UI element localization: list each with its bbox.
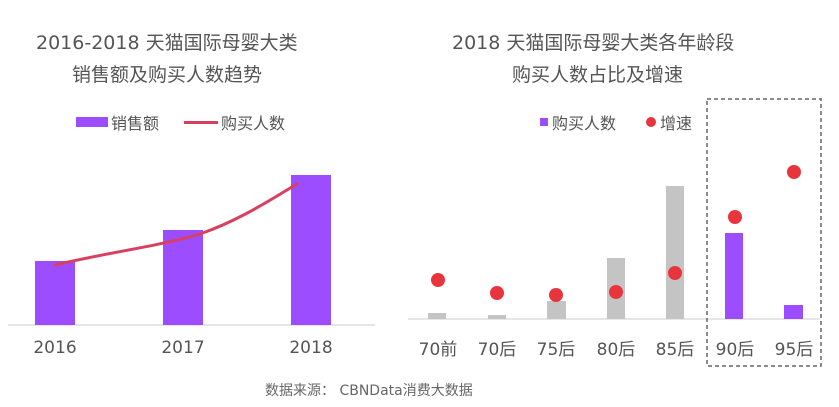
- x-tick-70-before: 70前: [418, 340, 458, 360]
- x-tick-2017: 2017: [161, 338, 205, 358]
- dot-80s: [609, 285, 623, 299]
- x-tick-85s: 85后: [655, 340, 695, 360]
- bar-75s: [547, 301, 566, 319]
- dot-85s: [668, 266, 682, 280]
- dot-95s: [787, 165, 801, 179]
- dot-swatch-icon: [646, 117, 656, 127]
- left-chart-legend-buyers: 购买人数: [184, 110, 285, 134]
- x-tick-90s: 90后: [715, 340, 755, 360]
- right-chart-title-line1: 2018 天猫国际母婴大类各年龄段: [452, 32, 735, 54]
- bar-2018: [291, 175, 331, 325]
- highlight-box: [706, 98, 822, 367]
- bar-70-before: [428, 313, 446, 319]
- x-tick-75s: 75后: [536, 340, 576, 360]
- data-source: 数据来源： CBNData消费大数据: [265, 383, 473, 399]
- right-chart-legend-buyers: 购买人数: [540, 110, 616, 134]
- bar-2016: [35, 261, 75, 325]
- dot-75s: [549, 288, 563, 302]
- square-swatch-icon: [540, 118, 548, 126]
- bar-85s: [666, 186, 684, 319]
- legend-label: 购买人数: [552, 114, 617, 133]
- x-tick-2018: 2018: [289, 338, 333, 358]
- left-chart-title-line1: 2016-2018 天猫国际母婴大类: [36, 32, 298, 54]
- legend-label: 销售额: [111, 114, 160, 133]
- right-chart-legend-growth: 增速: [646, 110, 692, 134]
- x-tick-2016: 2016: [33, 338, 77, 358]
- bar-2017: [163, 230, 203, 325]
- x-tick-70s: 70后: [477, 340, 517, 360]
- bar-90s: [725, 233, 743, 319]
- line-swatch-icon: [184, 120, 218, 124]
- dot-90s: [728, 210, 742, 224]
- bar-70s: [488, 315, 506, 319]
- x-tick-80s: 80后: [596, 340, 636, 360]
- bar-swatch-icon: [76, 117, 108, 127]
- legend-label: 购买人数: [221, 114, 286, 133]
- left-chart-legend-sales: 销售额: [76, 110, 159, 134]
- bar-95s: [784, 305, 803, 319]
- right-chart-title-line2: 购买人数占比及增速: [512, 64, 684, 86]
- dot-70s: [490, 286, 504, 300]
- x-tick-95s: 95后: [774, 340, 814, 360]
- buyers-line: [53, 182, 299, 267]
- legend-label: 增速: [660, 114, 693, 133]
- dot-70-before: [431, 273, 445, 287]
- left-chart-title-line2: 销售额及购买人数趋势: [72, 64, 263, 86]
